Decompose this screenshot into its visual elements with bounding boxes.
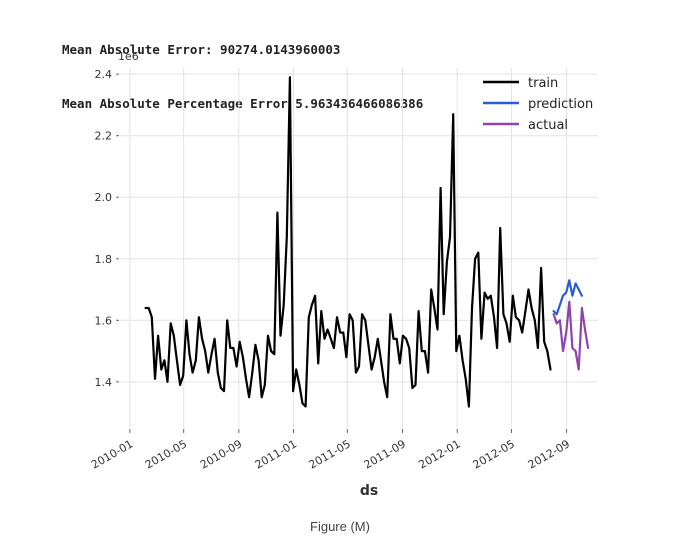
x-tick-label: 2012-01: [416, 437, 462, 471]
x-tick-label: 2011-05: [307, 437, 353, 471]
x-tick-label: 2010-09: [198, 437, 244, 471]
y-tick-label: 2.2: [95, 130, 113, 143]
series-line-actual: [552, 300, 590, 371]
x-axis-title: ds: [360, 483, 378, 499]
x-tick-label: 2010-01: [89, 437, 135, 471]
x-tick-label: 2011-01: [253, 437, 299, 471]
series-line-prediction: [552, 279, 584, 316]
series-lines: [144, 76, 590, 408]
grid-lines: [120, 68, 598, 428]
x-tick-label: 2011-09: [362, 437, 408, 471]
series-line-train: [144, 76, 552, 408]
legend-label-prediction: prediction: [528, 97, 593, 112]
console-output: Mean Absolute Error: 90274.0143960003 Me…: [62, 5, 423, 131]
x-tick-label: 2010-05: [143, 437, 189, 471]
y-tick-label: 2.0: [95, 191, 113, 204]
y-tick-label: 1.4: [95, 376, 113, 389]
y-tick-label: 1.6: [95, 314, 113, 327]
y-tick-label: 2.4: [95, 68, 113, 81]
mae-text: Mean Absolute Error: 90274.0143960003: [62, 42, 341, 57]
legend-label-actual: actual: [528, 118, 568, 133]
figure-caption: Figure (M): [310, 519, 370, 534]
y-tick-label: 1.8: [95, 253, 113, 266]
x-tick-label: 2012-09: [526, 437, 572, 471]
x-tick-label: 2012-05: [471, 437, 517, 471]
legend-label-train: train: [528, 76, 558, 91]
legend: train prediction actual: [483, 76, 593, 133]
y-scale-label: 1e6: [118, 50, 139, 63]
